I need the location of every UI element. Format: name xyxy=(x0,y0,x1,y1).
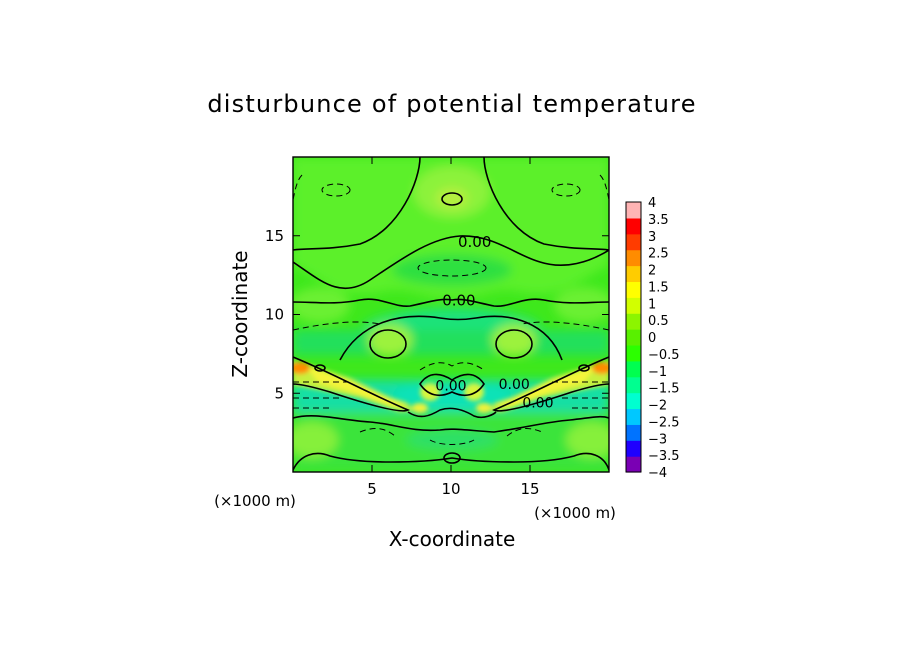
colorbar-tick-label: 4 xyxy=(648,196,656,211)
colorbar-segment xyxy=(626,217,641,235)
colorbar-segment xyxy=(626,440,641,457)
x-axis-label: X-coordinate xyxy=(389,527,516,551)
colorbar-segment xyxy=(626,265,641,283)
contour-lines-solid xyxy=(293,157,609,471)
colorbar-segment xyxy=(626,392,641,410)
colorbar-tick-label: 1 xyxy=(648,297,656,312)
y-tick-label: 10 xyxy=(265,306,284,324)
y-axis-tick-labels: 5 10 15 xyxy=(265,227,284,403)
colorbar-segment xyxy=(626,313,641,330)
colorbar-tick-label: 2.5 xyxy=(648,247,669,262)
z-unit-label: (×1000 m) xyxy=(534,504,616,522)
plot-area: 0.00 0.00 0.00 0.00 0.00 xyxy=(293,157,609,472)
colorbar-tick-label: 2 xyxy=(648,264,656,279)
y-tick-label: 15 xyxy=(265,227,284,245)
x-tick-label: 15 xyxy=(520,480,539,498)
colorbar-tick-label: 0.5 xyxy=(648,314,669,329)
contour-lines-dashed xyxy=(293,174,609,445)
colorbar-segment xyxy=(626,233,641,251)
x-tick-label: 10 xyxy=(441,480,460,498)
colorbar-tick-label: −1 xyxy=(648,365,667,380)
colorbar-tick-label: −4 xyxy=(648,466,667,481)
colorbar-frame xyxy=(625,201,642,473)
colorbar-tick-label: 3.5 xyxy=(648,213,669,228)
contour-label: 0.00 xyxy=(499,377,530,393)
colorbar-tick-label: −2 xyxy=(648,399,667,414)
colorbar-segment xyxy=(626,281,641,298)
colorbar-tick-label: 0 xyxy=(648,331,656,346)
colorbar-segment xyxy=(626,344,641,362)
contour-label: 0.00 xyxy=(458,233,491,251)
colorbar-segment xyxy=(626,408,641,425)
colorbar-segment xyxy=(626,329,641,346)
contour-labels: 0.00 0.00 0.00 0.00 0.00 xyxy=(435,233,553,412)
colorbar-tick-labels: 4 3.5 3 2.5 21.5 1 0.5 0 −0.5 −1 −1.5 −2−2.5 −3 −3.5 −… xyxy=(648,196,680,481)
colorbar-tick-label: −3.5 xyxy=(648,449,680,464)
contour-label: 0.00 xyxy=(435,378,466,394)
colorbar-segment xyxy=(626,424,641,441)
colorbar-segment xyxy=(626,297,641,314)
x-axis-tick-labels: 5 10 15 xyxy=(367,480,539,498)
y-tick-label: 5 xyxy=(274,384,284,402)
contour-label: 0.00 xyxy=(522,396,553,412)
colorbar-tick-label: −2.5 xyxy=(648,415,680,430)
colorbar-segment xyxy=(626,456,641,473)
x-unit-label: (×1000 m) xyxy=(214,492,296,510)
colorbar-tick-label: 3 xyxy=(648,230,656,245)
colorbar-segment xyxy=(626,249,641,267)
chart-title: disturbunce of potential temperature xyxy=(207,90,696,118)
colorbar-tick-label: 1.5 xyxy=(648,280,669,295)
colorbar xyxy=(626,202,641,473)
x-tick-label: 5 xyxy=(367,480,377,498)
colorbar-tick-label: −3 xyxy=(648,432,667,447)
colorbar-tick-label: −1.5 xyxy=(648,382,680,397)
colorbar-segment xyxy=(626,376,641,394)
axis-ticks xyxy=(293,157,609,472)
y-axis-label: Z-coordinate xyxy=(228,250,252,377)
colorbar-tick-label: −0.5 xyxy=(648,348,680,363)
contour-label: 0.00 xyxy=(442,291,475,309)
colorbar-segment xyxy=(626,360,641,378)
colorbar-segment xyxy=(626,202,641,219)
